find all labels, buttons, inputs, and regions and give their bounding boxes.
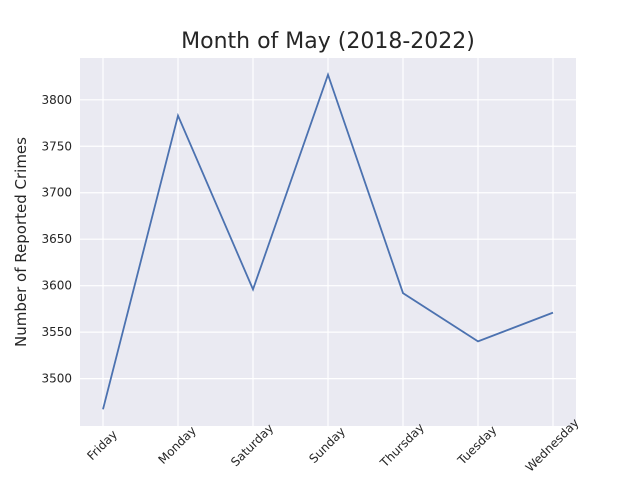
- y-tick-label: 3550: [41, 325, 72, 339]
- y-tick-label: 3600: [41, 279, 72, 293]
- y-axis-ticks: 3500 3550 3600 3650 3700 3750 3800: [41, 93, 72, 386]
- y-axis-label: Number of Reported Crimes: [12, 137, 30, 347]
- series-lines: [102, 71, 554, 410]
- y-tick-label: 3750: [41, 139, 72, 153]
- y-tick-label: 3500: [41, 372, 72, 386]
- x-tick-label: Monday: [155, 423, 198, 466]
- y-tick-label: 3650: [41, 232, 72, 246]
- x-tick-label: Sunday: [306, 424, 348, 466]
- x-tick-label: Thursday: [377, 420, 427, 470]
- x-tick-label: Tuesday: [454, 423, 499, 468]
- x-tick-label: Saturday: [228, 421, 276, 469]
- y-tick-label: 3800: [41, 93, 72, 107]
- grid-lines: [80, 58, 576, 426]
- x-tick-label: Friday: [84, 427, 120, 463]
- y-tick-label: 3700: [41, 186, 72, 200]
- chart-title: Month of May (2018-2022): [181, 29, 475, 54]
